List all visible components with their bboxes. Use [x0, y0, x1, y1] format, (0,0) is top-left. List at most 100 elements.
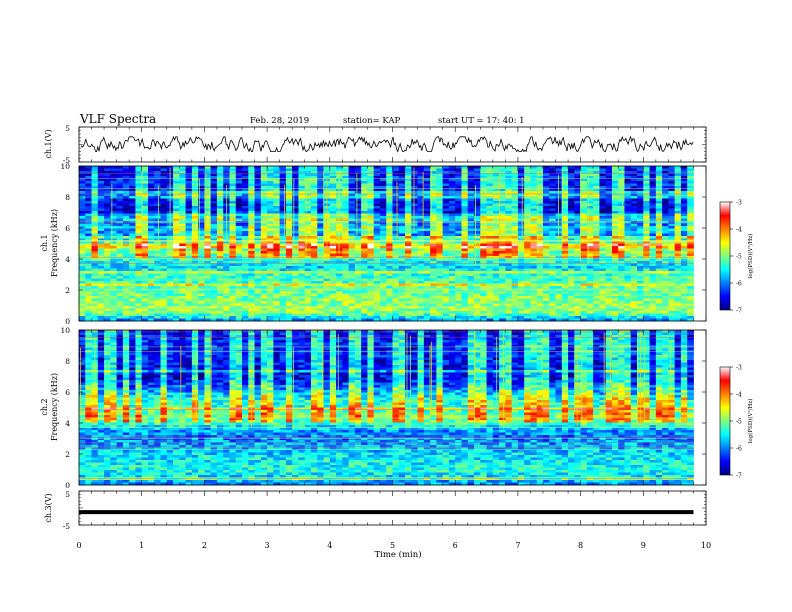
spectrogram-cell [392, 223, 400, 227]
spectrogram-cell [329, 238, 337, 242]
spectrogram-cell [185, 291, 193, 294]
spectrogram-cell [267, 191, 274, 194]
spectrogram-cell [480, 188, 487, 192]
spectrogram-cell [79, 286, 86, 289]
spectrogram-cell [97, 206, 105, 209]
spectrogram-cell [285, 221, 293, 224]
spectrogram-cell [85, 201, 92, 204]
spectrogram-cell [267, 186, 274, 189]
spectrogram-cell [668, 218, 676, 222]
spectrogram-cell [517, 221, 525, 224]
spectrogram-cell [235, 186, 243, 189]
spectrogram-cell [486, 216, 494, 219]
spectrogram-cell [160, 168, 168, 172]
spectrogram-cell [97, 281, 105, 284]
spectrogram-cell [637, 171, 644, 174]
spectrogram-cell [505, 286, 513, 289]
spectrogram-cell [160, 278, 168, 282]
spectrogram-cell [304, 258, 312, 262]
spectrogram-cell [649, 213, 657, 217]
spectrogram-cell [116, 221, 124, 224]
spectrogram-cell [517, 218, 525, 222]
spectrogram-cell [154, 286, 161, 289]
spectrogram-cell [674, 203, 682, 207]
spectrogram-cell [448, 253, 456, 257]
spectrogram-cell [79, 273, 86, 277]
spectrogram-cell [310, 238, 318, 242]
spectrogram-cell [474, 231, 481, 234]
spectrogram-cell [248, 238, 255, 242]
spectrogram-cell [273, 218, 281, 222]
spectrogram-cell [97, 196, 105, 199]
spectrogram-cell [467, 191, 475, 194]
spectrogram-cell [549, 221, 556, 224]
spectrogram-cell [442, 283, 450, 287]
spectrogram-cell [267, 271, 274, 274]
spectrogram-cell [593, 246, 600, 249]
spectrogram-cell [480, 178, 487, 182]
spectrogram-cell [254, 266, 262, 269]
spectrogram-cell [204, 231, 212, 234]
spectrogram-cell [229, 221, 237, 224]
spectrogram-cell [348, 258, 356, 262]
spectrogram-cell [147, 246, 155, 249]
spectrogram-cell [147, 263, 155, 267]
spectrogram-cell [392, 166, 400, 169]
spectrogram-cell [398, 228, 406, 232]
spectrogram-cell [285, 243, 293, 247]
spectrogram-cell [304, 206, 312, 209]
spectrogram-cell [235, 258, 243, 262]
spectrogram-cell [474, 193, 481, 197]
spectrogram-cell [448, 198, 456, 202]
spectrogram-cell [618, 291, 625, 294]
spectrogram-cell [467, 283, 475, 287]
spectrogram-cell [191, 206, 199, 209]
spectrogram-cell [511, 223, 519, 227]
spectrogram-cell [536, 173, 544, 177]
spectrogram-cell [593, 286, 600, 289]
spectrogram-cell [611, 273, 619, 277]
spectrogram-cell [655, 226, 663, 229]
spectrogram-cell [637, 281, 644, 284]
spectrogram-cell [122, 168, 130, 172]
spectrogram-cell [542, 191, 550, 194]
spectrogram-cell [285, 248, 293, 252]
spectrogram-cell [260, 243, 268, 247]
spectrogram-cell [480, 201, 487, 204]
spectrogram-cell [116, 203, 124, 207]
spectrogram-cell [649, 168, 657, 172]
spectrogram-cell [474, 236, 481, 239]
spectrogram-cell [624, 273, 632, 277]
spectrogram-cell [430, 208, 437, 212]
spectrogram-cell [442, 198, 450, 202]
spectrogram-cell [542, 271, 550, 274]
spectrogram-cell [79, 261, 86, 264]
spectrogram-cell [593, 263, 600, 267]
spectrogram-cell [292, 166, 299, 169]
spectrogram-cell [405, 283, 412, 287]
spectrogram-cell [448, 206, 456, 209]
spectrogram-cell [611, 268, 619, 272]
spectrogram-cell [392, 233, 400, 237]
spectrogram-cell [216, 276, 224, 279]
spectrogram-cell [455, 191, 462, 194]
spectrogram-cell [367, 266, 375, 269]
spectrogram-cell [542, 166, 550, 169]
spectrogram-cell [474, 166, 481, 169]
spectrogram-cell [97, 258, 105, 262]
spectrogram-cell [649, 258, 657, 262]
spectrogram-cell [229, 178, 237, 182]
spectrogram-cell [329, 281, 337, 284]
spectrogram-cell [423, 248, 431, 252]
spectrogram-cell [480, 271, 487, 274]
spectrogram-cell [373, 246, 381, 249]
spectrogram-cell [154, 266, 161, 269]
spectrogram-cell [317, 221, 324, 224]
spectrogram-cell [574, 191, 581, 194]
spectrogram-cell [618, 183, 625, 187]
spectrogram-cell [524, 166, 531, 169]
spectrogram-cell [85, 231, 92, 234]
spectrogram-cell [154, 201, 161, 204]
spectrogram-cell [624, 211, 632, 214]
spectrogram-cell [530, 241, 538, 244]
